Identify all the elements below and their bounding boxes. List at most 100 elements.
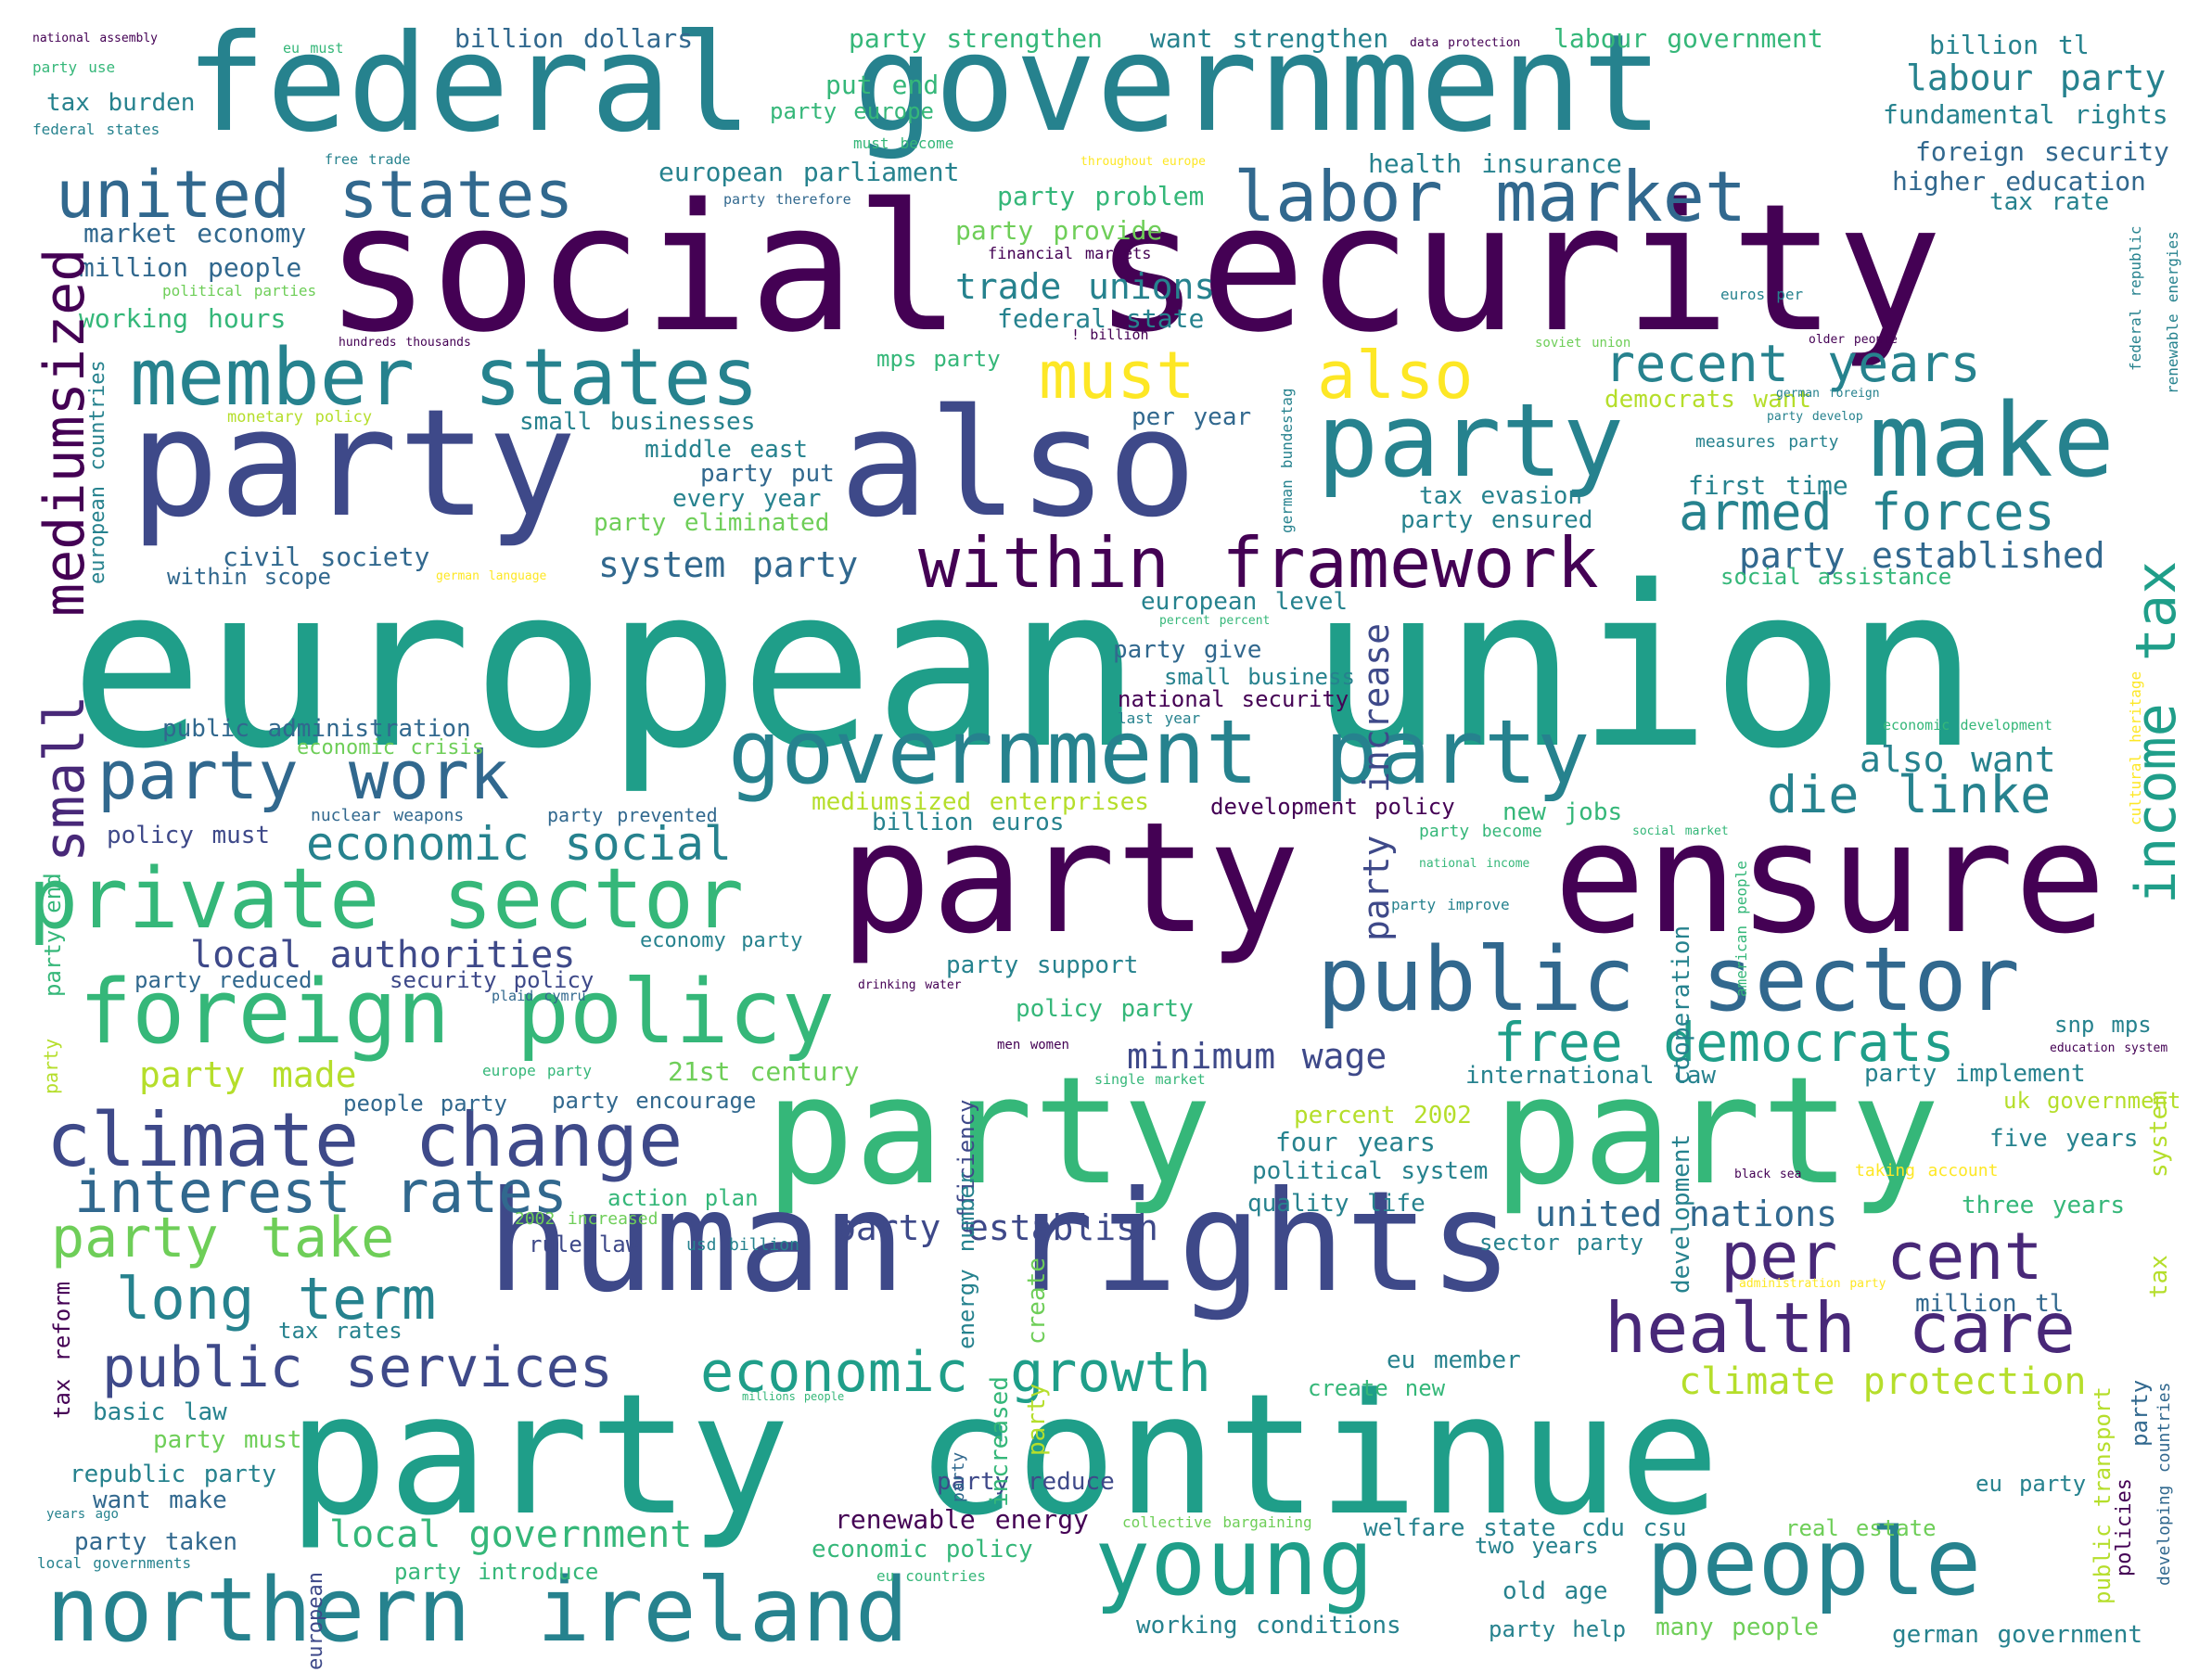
cloud-word: eu member (1387, 1347, 1521, 1374)
cloud-word: party eliminated (594, 509, 830, 537)
cloud-word: united nations (1535, 1193, 1837, 1234)
cloud-word: democrats want (1605, 386, 1812, 414)
cloud-word: collective bargaining (1122, 1513, 1312, 1531)
cloud-word: party therefore (723, 191, 851, 208)
cloud-word: drinking water (858, 978, 962, 992)
cloud-word: climate protection (1679, 1360, 2087, 1403)
cloud-word: within framework (918, 522, 1599, 604)
cloud-word: northern ireland (46, 1560, 909, 1662)
cloud-word: party provide (955, 215, 1163, 246)
cloud-word: euros per (1720, 286, 1804, 303)
cloud-word: economic social (306, 817, 733, 871)
cloud-word: party prevented (547, 804, 718, 826)
cloud-word: foreign security (1915, 136, 2169, 167)
cloud-word: party made (139, 1054, 357, 1095)
cloud-word: party take (51, 1206, 395, 1270)
cloud-word: tax reform (49, 1281, 75, 1419)
cloud-word: party implement (1864, 1060, 2086, 1088)
cloud-word: many people (1656, 1614, 1820, 1641)
cloud-word: single market (1094, 1071, 1206, 1088)
cloud-word: eu must (283, 40, 344, 57)
cloud-word: party work (97, 736, 510, 814)
cloud-word: party must (153, 1426, 302, 1454)
cloud-word: small (32, 695, 97, 862)
cloud-word: rule law (529, 1232, 640, 1257)
cloud-word: energy number (953, 1171, 979, 1349)
cloud-word: party reduced (134, 967, 313, 993)
cloud-word: social security (325, 166, 1943, 371)
cloud-word: foreign policy (79, 962, 835, 1064)
cloud-word: party (40, 1038, 62, 1094)
cloud-word: million tl (1915, 1290, 2065, 1318)
cloud-word: labour party (1906, 57, 2167, 98)
cloud-word: sector party (1479, 1230, 1643, 1256)
cloud-word: party end (40, 873, 66, 997)
cloud-word: two years (1475, 1533, 1599, 1559)
cloud-word: party (1356, 835, 1397, 941)
cloud-word: billion tl (1929, 30, 2090, 60)
cloud-word: ensure (1554, 789, 2107, 967)
cloud-word: policy must (107, 822, 271, 849)
cloud-word: local governments (37, 1554, 192, 1572)
cloud-word: measures party (1695, 432, 1839, 452)
cloud-word: want strengthen (1150, 23, 1389, 54)
cloud-word: party encourage (552, 1088, 757, 1114)
cloud-word: national security (1118, 686, 1349, 712)
cloud-word: private sector (28, 850, 745, 948)
cloud-word: party improve (1391, 896, 1510, 913)
cloud-word: party (765, 1044, 1212, 1218)
cloud-word: working conditions (1136, 1612, 1401, 1640)
cloud-word: mps party (876, 346, 1001, 372)
cloud-word: must become (853, 134, 954, 152)
cloud-word: also want (1860, 739, 2056, 780)
cloud-word: taking account (1855, 1161, 1999, 1181)
cloud-word: per year (1132, 403, 1252, 431)
cloud-word: three years (1962, 1192, 2126, 1219)
cloud-word: german foreign (1776, 387, 1880, 401)
cloud-word: party (1317, 381, 1625, 500)
cloud-word: security policy (390, 967, 595, 993)
cloud-word: young (1094, 1508, 1375, 1616)
cloud-word: human rights (487, 1162, 1514, 1323)
cloud-word: party support (946, 951, 1139, 979)
cloud-word: economic growth (700, 1340, 1211, 1405)
cloud-word: old age (1502, 1577, 1608, 1605)
cloud-word: german bundestag (1278, 388, 1296, 533)
cloud-word: real estate (1785, 1515, 1937, 1541)
cloud-word: create new (1308, 1375, 1446, 1401)
cloud-word: 21st century (668, 1056, 860, 1087)
cloud-word: 2002 increased (515, 1209, 658, 1229)
cloud-word: national income (1419, 857, 1530, 871)
cloud-word: german language (436, 569, 547, 583)
cloud-word: international law (1465, 1062, 1717, 1090)
cloud-word: health care (1605, 1287, 2076, 1369)
cloud-word: billion euros (872, 809, 1065, 836)
cloud-word: party strengthen (849, 23, 1103, 54)
cloud-word: first time (1688, 470, 1848, 501)
cloud-word: mediumsized enterprises (812, 788, 1149, 816)
cloud-word: local government (329, 1513, 693, 1556)
cloud-word: european parliament (658, 157, 960, 187)
cloud-word: labour government (1554, 23, 1823, 54)
cloud-word: armed forces (1679, 482, 2055, 542)
cloud-word: soviet union (1535, 336, 1631, 351)
cloud-word: billion dollars (454, 23, 694, 54)
cloud-word: small businesses (519, 408, 756, 436)
cloud-word: party (1023, 1383, 1051, 1456)
cloud-word: member states (130, 332, 760, 424)
cloud-word: black sea (1734, 1168, 1802, 1181)
cloud-word: free democrats (1493, 1011, 1955, 1074)
cloud-word: education system (2050, 1041, 2168, 1055)
cloud-word: party give (1113, 636, 1262, 664)
cloud-word: every year (672, 485, 822, 513)
cloud-word: recent years (1605, 334, 1981, 393)
cloud-word: party taken (74, 1528, 238, 1556)
cloud-word: millions people (742, 1390, 845, 1403)
cloud-word: middle east (645, 436, 809, 464)
cloud-word: also (1317, 338, 1474, 414)
cloud-word: economic crisis (297, 736, 484, 759)
cloud-word: snp mps (2054, 1012, 2152, 1038)
cloud-word: local authorities (190, 934, 576, 976)
cloud-word: market economy (83, 218, 307, 249)
cloud-word: civil society (223, 542, 430, 572)
